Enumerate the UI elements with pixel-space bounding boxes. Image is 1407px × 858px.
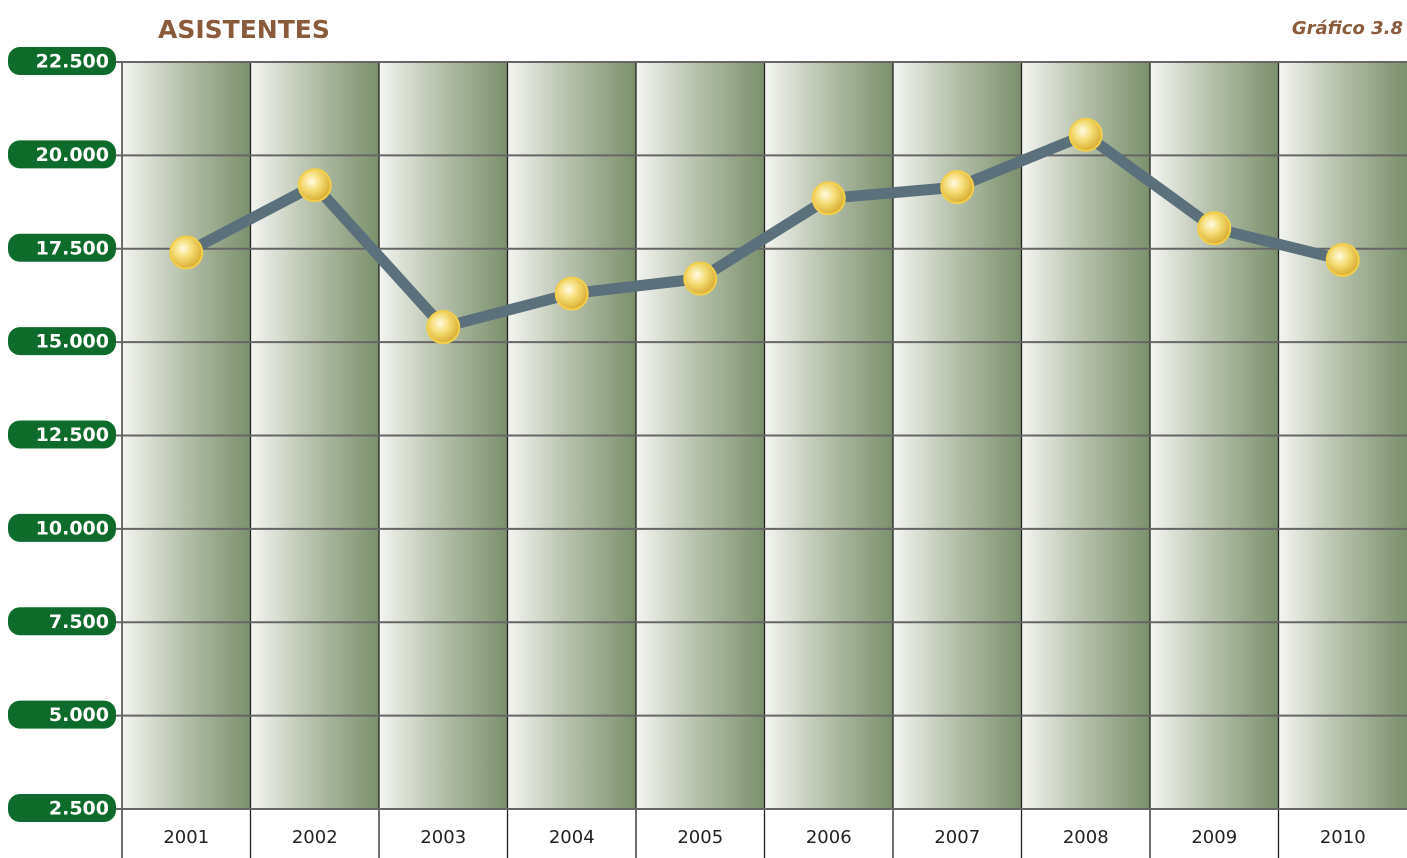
x-tick-label: 2009 (1191, 827, 1237, 848)
point-marker (426, 310, 461, 345)
x-tick-label: 2002 (292, 827, 338, 848)
y-tick-label: 7.500 (49, 611, 109, 633)
x-tick-label: 2004 (549, 827, 595, 848)
point-marker (1325, 242, 1360, 277)
point-marker (1197, 211, 1232, 246)
point-marker (297, 168, 332, 203)
x-tick-label: 2007 (934, 827, 980, 848)
y-tick-pill (8, 47, 116, 75)
y-tick-pill (8, 794, 116, 822)
y-tick-label: 5.000 (49, 704, 109, 726)
y-tick-pill (8, 420, 116, 449)
chart-title: ASISTENTES (158, 15, 330, 44)
x-tick-label: 2001 (163, 827, 209, 848)
line (183, 129, 1345, 333)
plot (169, 117, 1360, 345)
y-tick-label: 2.500 (49, 798, 109, 820)
y-tick-pill (8, 513, 116, 542)
y-tick-pill (8, 607, 116, 636)
y-tick-label: 12.500 (36, 424, 109, 446)
y-tick-pill (8, 140, 116, 169)
chart-subtitle: Gráfico 3.8 (1292, 18, 1403, 39)
point-marker (169, 235, 204, 270)
x-tick-label: 2005 (677, 827, 723, 848)
point-marker (1068, 117, 1103, 152)
x-tick-label: 2008 (1063, 827, 1109, 848)
x-tick-label: 2003 (420, 827, 466, 848)
y-tick-label: 22.500 (36, 51, 109, 73)
y-tick-pill (8, 233, 116, 262)
y-tick-label: 20.000 (36, 144, 109, 166)
point-marker (554, 276, 589, 311)
x-tick-label: 2006 (806, 827, 852, 848)
y-tick-pill (8, 327, 116, 356)
point-marker (683, 261, 718, 296)
point-marker (811, 181, 846, 216)
point-marker (940, 170, 975, 205)
y-tick-pill (8, 700, 116, 729)
y-tick-label: 17.500 (36, 237, 109, 259)
x-tick-label: 2010 (1320, 827, 1366, 848)
grid: 2.500 5.000 7.500 10.000 12.500 15.000 17.500 2… (8, 47, 1407, 822)
y-tick-label: 15.000 (36, 331, 109, 353)
y-tick-label: 10.000 (36, 517, 109, 539)
